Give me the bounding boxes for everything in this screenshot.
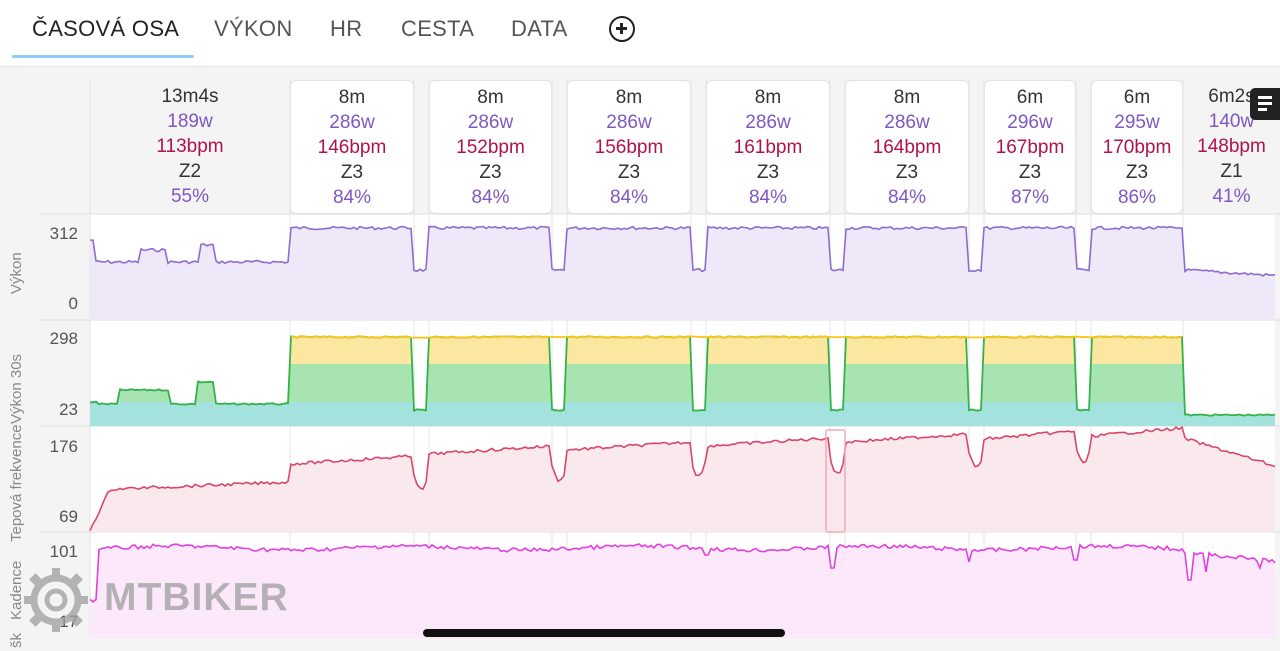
tab-hr[interactable]: HR: [330, 16, 363, 41]
power30-axis-title: Výkon 30s: [8, 353, 25, 424]
lap-card[interactable]: 8m 286w 146bpm Z3 84%: [290, 80, 414, 214]
tab-vykon[interactable]: VÝKON: [214, 16, 293, 41]
lap-card[interactable]: 13m4s 189w 113bpm Z2 55%: [90, 80, 290, 214]
lap-zone: Z2: [178, 161, 202, 182]
lap-power: 286w: [329, 112, 375, 133]
lap-power: 286w: [467, 112, 514, 133]
lap-duration: 6m2s: [1208, 86, 1255, 107]
lap-duration: 8m: [615, 87, 643, 108]
hr-ymin-label: 69: [59, 507, 78, 526]
tab-cesta[interactable]: CESTA: [401, 16, 475, 41]
lap-card[interactable]: 6m 295w 170bpm Z3 86%: [1091, 80, 1183, 214]
power30-ymin-label: 23: [59, 400, 78, 419]
power30-zone-band: [90, 402, 1275, 426]
cadence-ymax-label: 101: [49, 542, 78, 561]
lap-power: 286w: [745, 112, 791, 133]
lap-percent: 87%: [1010, 187, 1050, 208]
lap-duration: 6m: [1016, 87, 1044, 108]
lap-heart-rate: 167bpm: [995, 137, 1065, 158]
lap-percent: 84%: [332, 187, 372, 208]
lap-heart-rate: 148bpm: [1197, 136, 1266, 157]
lap-percent: 55%: [170, 186, 210, 207]
lap-duration: 8m: [893, 87, 921, 108]
lap-heart-rate: 156bpm: [594, 137, 664, 158]
lap-heart-rate: 164bpm: [872, 137, 942, 158]
lap-percent: 41%: [1212, 186, 1251, 207]
power-axis-title: Výkon: [8, 252, 25, 294]
lap-duration: 6m: [1123, 87, 1151, 108]
hr-axis-title: Tepová frekvence: [8, 424, 25, 542]
lap-zone: Z3: [1018, 162, 1042, 183]
lap-card[interactable]: 6m2s 140w 148bpm Z1 41%: [1183, 80, 1280, 214]
lap-percent: 84%: [887, 187, 927, 208]
lap-zone: Z3: [756, 162, 780, 183]
lap-power: 296w: [1007, 112, 1053, 133]
lap-duration: 13m4s: [161, 86, 219, 107]
lap-card[interactable]: 6m 296w 167bpm Z3 87%: [984, 80, 1076, 214]
power-ymin-label: 0: [68, 294, 78, 313]
gear-logo-icon: [24, 568, 88, 632]
power30-line-high: [290, 335, 1183, 339]
home-indicator[interactable]: [423, 629, 785, 637]
watermark-text: MTBIKER: [104, 576, 289, 619]
lap-zone: Z3: [479, 162, 502, 183]
lap-heart-rate: 161bpm: [733, 137, 803, 158]
hr-line: [89, 425, 1276, 532]
lap-power: 189w: [167, 111, 213, 132]
lap-power: 295w: [1114, 112, 1160, 133]
lap-duration: 8m: [338, 87, 366, 108]
lap-percent: 84%: [471, 187, 510, 208]
lap-percent: 84%: [748, 187, 788, 208]
lap-duration: 8m: [754, 87, 782, 108]
tab-data[interactable]: DATA: [511, 16, 568, 41]
hr-area: [90, 427, 1275, 532]
power-line: [89, 225, 1276, 277]
mtbiker-watermark: MTBIKER: [20, 564, 320, 634]
lap-percent: 84%: [609, 187, 649, 208]
lap-duration: 8m: [477, 87, 504, 108]
power-ymax-label: 312: [49, 224, 78, 243]
tab-casova-osa[interactable]: ČASOVÁ OSA: [32, 16, 180, 41]
lap-zone: Z1: [1220, 161, 1243, 182]
comment-icon[interactable]: [1250, 88, 1280, 120]
lap-card[interactable]: 8m 286w 156bpm Z3 84%: [567, 80, 691, 214]
add-tab-icon[interactable]: [609, 16, 635, 42]
cadence-area: [90, 544, 1275, 638]
lap-card[interactable]: 8m 286w 164bpm Z3 84%: [845, 80, 969, 214]
lap-heart-rate: 113bpm: [156, 136, 224, 157]
lap-card[interactable]: 8m 286w 152bpm Z3 84%: [429, 80, 552, 214]
lap-zone: Z3: [340, 162, 364, 183]
lap-heart-rate: 170bpm: [1102, 137, 1172, 158]
hr-highlight-box: [825, 429, 846, 533]
lap-zone: Z3: [617, 162, 641, 183]
lap-card[interactable]: 8m 286w 161bpm Z3 84%: [706, 80, 830, 214]
tab-bar: ČASOVÁ OSA VÝKON HR CESTA DATA: [0, 0, 1280, 67]
power-area: [90, 226, 1275, 320]
lap-power: 286w: [606, 112, 652, 133]
power30-ymax-label: 298: [49, 329, 78, 348]
lap-power: 140w: [1208, 111, 1255, 132]
lap-zone: Z3: [895, 162, 919, 183]
lap-zone: Z3: [1125, 162, 1149, 183]
lap-percent: 86%: [1117, 187, 1157, 208]
lap-power: 286w: [884, 112, 930, 133]
lap-heart-rate: 152bpm: [456, 137, 525, 158]
cadence-line: [89, 543, 1276, 603]
hr-ymax-label: 176: [49, 437, 78, 456]
active-tab-indicator: [12, 55, 194, 58]
lap-heart-rate: 146bpm: [317, 137, 387, 158]
